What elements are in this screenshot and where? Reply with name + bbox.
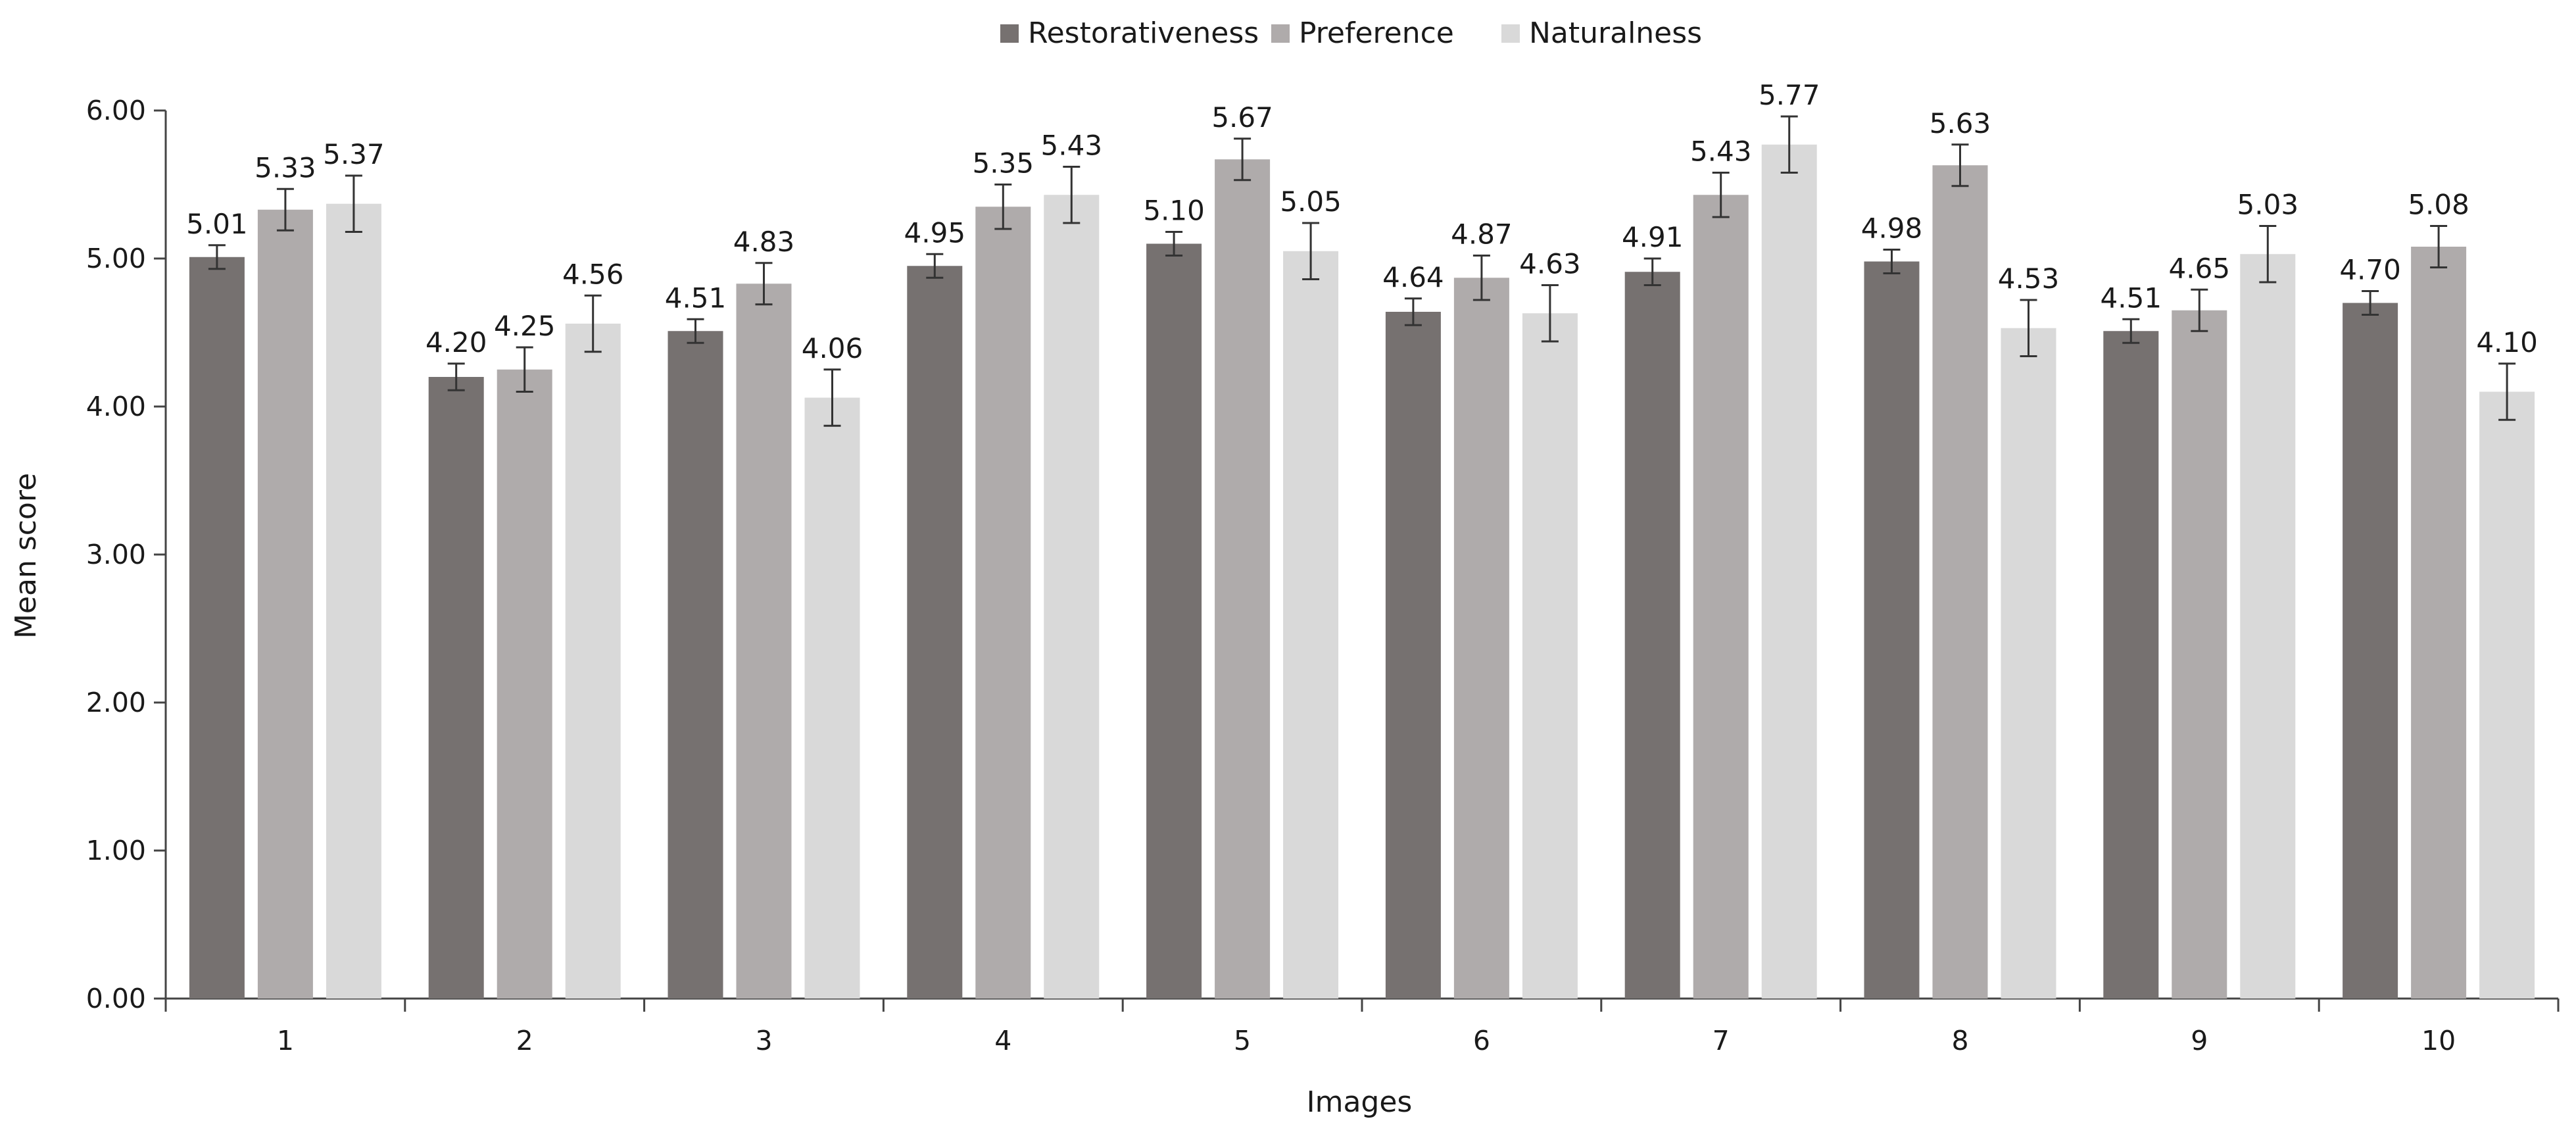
data-label: 4.64 bbox=[1382, 261, 1444, 293]
bar bbox=[907, 266, 963, 999]
y-tick-label: 4.00 bbox=[86, 391, 146, 422]
bar bbox=[736, 284, 792, 999]
y-tick-label: 5.00 bbox=[86, 243, 146, 274]
data-label: 4.63 bbox=[1519, 248, 1581, 280]
bar bbox=[2103, 331, 2159, 999]
legend-item: Restorativeness bbox=[1000, 16, 1259, 50]
y-axis-title: Mean score bbox=[9, 473, 43, 639]
x-tick-label: 5 bbox=[1234, 1025, 1251, 1056]
data-label: 5.77 bbox=[1759, 79, 1820, 111]
data-label: 5.05 bbox=[1280, 186, 1342, 218]
bar bbox=[2001, 328, 2056, 999]
x-tick-label: 2 bbox=[516, 1025, 533, 1056]
bar bbox=[257, 209, 313, 999]
bar bbox=[1624, 272, 1680, 999]
y-axis: 0.00 1.00 2.00 3.00 4.00 5.00 6.00 bbox=[86, 95, 167, 1014]
legend-swatch bbox=[1271, 24, 1290, 43]
bar bbox=[1522, 313, 1578, 999]
legend: Restorativeness Preference Naturalness bbox=[1000, 16, 1702, 50]
bar bbox=[2343, 303, 2398, 999]
data-label: 5.67 bbox=[1211, 101, 1273, 134]
legend-item: Preference bbox=[1271, 16, 1454, 50]
bar bbox=[1932, 165, 1988, 999]
legend-label: Restorativeness bbox=[1028, 16, 1259, 50]
bar bbox=[1693, 195, 1749, 999]
bar bbox=[1215, 159, 1271, 999]
bar bbox=[2479, 391, 2535, 999]
y-tick-label: 0.00 bbox=[86, 983, 146, 1014]
data-label: 4.91 bbox=[1622, 221, 1684, 253]
bar bbox=[565, 324, 621, 999]
bar bbox=[2240, 254, 2296, 999]
data-label: 5.43 bbox=[1041, 130, 1103, 162]
bar bbox=[1146, 243, 1202, 999]
data-label: 4.51 bbox=[665, 282, 727, 314]
data-label: 4.56 bbox=[562, 258, 624, 290]
data-label: 4.53 bbox=[1998, 262, 2060, 295]
x-tick-label: 8 bbox=[1951, 1025, 1968, 1056]
data-label: 4.83 bbox=[733, 226, 795, 258]
data-label: 5.43 bbox=[1690, 136, 1752, 168]
legend-label: Preference bbox=[1299, 16, 1454, 50]
y-tick-label: 3.00 bbox=[86, 539, 146, 570]
bars bbox=[189, 144, 2535, 999]
legend-swatch bbox=[1501, 24, 1520, 43]
data-label: 4.98 bbox=[1861, 212, 1923, 245]
legend-label: Naturalness bbox=[1529, 16, 1702, 50]
data-label: 5.37 bbox=[323, 138, 385, 170]
data-labels: 5.01 4.20 4.51 4.95 5.10 4.64 4.91 4.98 4.51 4.70… bbox=[186, 79, 2538, 364]
data-label: 4.65 bbox=[2169, 252, 2231, 284]
data-label: 5.35 bbox=[973, 147, 1034, 180]
bar bbox=[1864, 261, 1920, 999]
data-label: 4.06 bbox=[802, 332, 863, 364]
data-label: 5.33 bbox=[255, 151, 316, 184]
bar bbox=[804, 397, 860, 999]
bar bbox=[1385, 312, 1441, 999]
bar bbox=[668, 331, 723, 999]
error-bars bbox=[208, 115, 2516, 427]
y-tick-label: 1.00 bbox=[86, 835, 146, 866]
bar bbox=[2411, 247, 2467, 999]
data-label: 4.70 bbox=[2339, 254, 2401, 286]
x-tick-label: 6 bbox=[1473, 1025, 1490, 1056]
data-label: 5.01 bbox=[186, 208, 248, 240]
x-axis-title: Images bbox=[1307, 1085, 1413, 1119]
x-tick-label: 10 bbox=[2421, 1025, 2456, 1056]
bar bbox=[2172, 310, 2227, 999]
bar bbox=[428, 377, 484, 999]
x-tick-label: 4 bbox=[994, 1025, 1011, 1056]
bar bbox=[497, 369, 552, 999]
data-label: 5.03 bbox=[2237, 189, 2299, 221]
bar bbox=[1761, 144, 1817, 999]
data-label: 5.63 bbox=[1930, 107, 1991, 139]
data-label: 4.95 bbox=[904, 216, 966, 249]
x-tick-label: 3 bbox=[755, 1025, 772, 1056]
legend-item: Naturalness bbox=[1501, 16, 1702, 50]
x-axis: 1 2 3 4 5 6 7 8 9 10 bbox=[164, 997, 2560, 1056]
data-label: 4.25 bbox=[494, 310, 556, 342]
y-tick-label: 6.00 bbox=[86, 95, 146, 126]
bar bbox=[189, 257, 245, 999]
y-tick-label: 2.00 bbox=[86, 687, 146, 718]
bar bbox=[1044, 195, 1100, 999]
data-label: 4.87 bbox=[1451, 218, 1513, 251]
data-label: 5.08 bbox=[2408, 189, 2469, 221]
bar bbox=[975, 207, 1031, 999]
data-label: 4.10 bbox=[2476, 326, 2538, 359]
bar bbox=[1283, 251, 1339, 999]
data-label: 4.20 bbox=[425, 326, 487, 359]
x-tick-label: 7 bbox=[1713, 1025, 1730, 1056]
bar bbox=[1453, 278, 1509, 999]
legend-swatch bbox=[1000, 24, 1019, 43]
x-tick-label: 9 bbox=[2191, 1025, 2208, 1056]
data-label: 5.10 bbox=[1143, 195, 1205, 227]
data-label: 4.51 bbox=[2101, 282, 2162, 314]
bar bbox=[326, 203, 381, 999]
x-tick-label: 1 bbox=[277, 1025, 294, 1056]
